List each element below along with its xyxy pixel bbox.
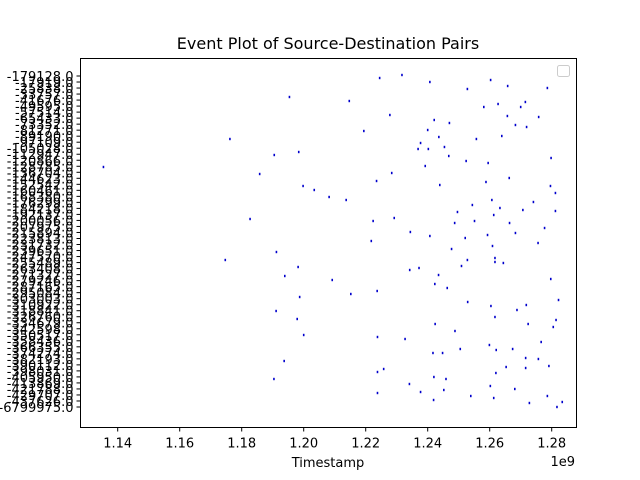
y-tick-label: -73352.0 — [15, 118, 73, 133]
y-tick-label: -382193.0 — [7, 353, 74, 368]
y-tick-label: -342598.0 — [7, 323, 74, 338]
x-tick-label: 1.20 — [289, 437, 318, 452]
y-tick-label: -41676.0 — [15, 94, 73, 109]
y-tick-label: -89190.0 — [15, 130, 73, 145]
y-tick-label: -231732.0 — [7, 239, 74, 254]
y-tick-label: -398031.0 — [7, 365, 74, 380]
y-tick-label: -247570.0 — [7, 251, 74, 266]
y-tick-label: -255489.0 — [7, 257, 74, 272]
y-tick-label: -326760.0 — [7, 311, 74, 326]
y-tick-label: -437626.0 — [7, 395, 74, 410]
y-tick-label: -318841.0 — [7, 305, 74, 320]
y-tick-label: -366355.0 — [7, 341, 74, 356]
y-tick-label: -144623.0 — [7, 172, 74, 187]
y-tick-label: -310922.0 — [7, 299, 74, 314]
y-tick-label: -200056.0 — [7, 214, 74, 229]
y-tick-label: -65433.0 — [15, 112, 73, 127]
plot-area-frame — [80, 58, 577, 428]
y-tick-label: -152542.0 — [7, 178, 74, 193]
y-tick-label: -405950.0 — [7, 371, 74, 386]
y-tick-label: -105028.0 — [7, 142, 74, 157]
y-tick-label: -239651.0 — [7, 245, 74, 260]
chart-title: Event Plot of Source-Destination Pairs — [177, 34, 479, 53]
y-tick-label: -6799975.0 — [0, 401, 74, 416]
x-tick-label: 1.22 — [351, 437, 380, 452]
event-markers — [102, 73, 564, 409]
y-tick-label: -358436.0 — [7, 335, 74, 350]
x-tick-label: 1.26 — [475, 437, 504, 452]
y-tick-label: -179128.0 — [7, 70, 74, 85]
x-tick-label: 1.28 — [537, 437, 566, 452]
y-tick-label: -136704.0 — [7, 166, 74, 181]
legend-box — [557, 65, 570, 77]
y-axis-ticks: -179128.0-17919.0-25838.0-33757.0-41676.… — [0, 70, 81, 416]
y-tick-label: -120866.0 — [7, 154, 74, 169]
y-tick-label: -57514.0 — [15, 106, 73, 121]
y-tick-label: -334679.0 — [7, 317, 74, 332]
y-tick-label: -350517.0 — [7, 329, 74, 344]
y-tick-label: -374274.0 — [7, 347, 74, 362]
y-tick-label: -33757.0 — [15, 88, 73, 103]
y-tick-label: -176299.0 — [7, 196, 74, 211]
y-tick-label: -128785.0 — [7, 160, 74, 175]
y-tick-label: -81271.0 — [15, 124, 73, 139]
x-tick-label: 1.18 — [227, 437, 256, 452]
x-tick-label: 1.14 — [103, 437, 132, 452]
x-axis-offset-label: 1e9 — [550, 455, 575, 470]
y-tick-label: -184218.0 — [7, 202, 74, 217]
y-tick-label: -17919.0 — [15, 76, 73, 91]
x-tick-label: 1.24 — [413, 437, 442, 452]
x-axis-ticks: 1.14 1.16 1.18 1.20 1.22 1.24 1.26 1.28 — [103, 427, 566, 452]
y-tick-label: -303003.0 — [7, 293, 74, 308]
y-tick-label: -390112.0 — [7, 359, 74, 374]
y-tick-label: -215894.0 — [7, 226, 74, 241]
y-tick-label: -271327.0 — [7, 269, 74, 284]
y-tick-label: -192137.0 — [7, 208, 74, 223]
y-tick-label: -207975.0 — [7, 220, 74, 235]
y-tick-label: -49595.0 — [15, 100, 73, 115]
x-axis-label: Timestamp — [291, 456, 365, 471]
y-tick-label: -287165.0 — [7, 281, 74, 296]
y-tick-label: -97109.0 — [15, 136, 73, 151]
x-tick-label: 1.16 — [165, 437, 194, 452]
y-tick-label: -413869.0 — [7, 377, 74, 392]
y-tick-label: -295084.0 — [7, 287, 74, 302]
y-tick-label: -168380.0 — [7, 190, 74, 205]
y-tick-label: -263408.0 — [7, 263, 74, 278]
y-tick-label: -223813.0 — [7, 232, 74, 247]
y-tick-label: -112947.0 — [7, 148, 74, 163]
y-tick-label: -160461.0 — [7, 184, 74, 199]
y-tick-label: -25838.0 — [15, 82, 73, 97]
y-tick-label: -421788.0 — [7, 383, 74, 398]
y-tick-label: -279246.0 — [7, 275, 74, 290]
y-tick-label: -429707.0 — [7, 389, 74, 404]
